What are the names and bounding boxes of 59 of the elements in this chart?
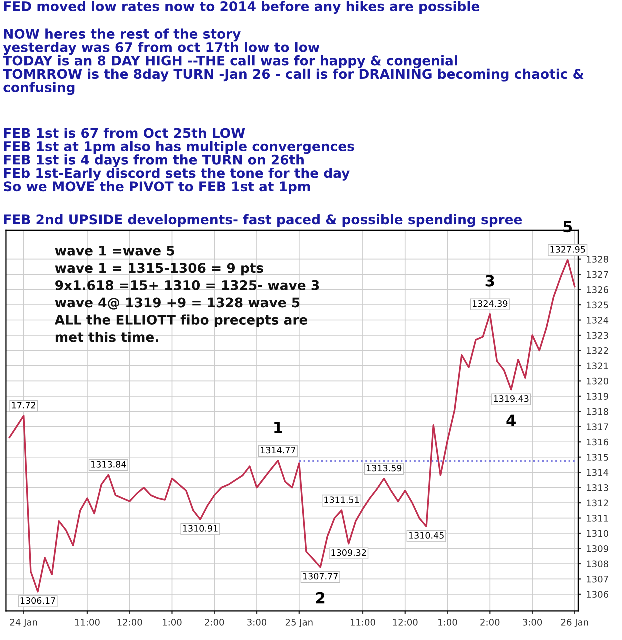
text: FEB 2nd UPSIDE developments- fast paced & possible spending spree <box>4 214 522 228</box>
y-tick-label: 1327 <box>587 271 608 278</box>
annotation: 1 <box>274 422 282 434</box>
x-tick-label: 11:00 <box>350 619 376 626</box>
annotation: 1313.84 <box>92 461 126 468</box>
y-tick-label: 1320 <box>587 378 608 385</box>
y-tick-label: 1326 <box>587 286 609 294</box>
x-tick-label: 24 Jan <box>10 619 38 628</box>
y-tick-label: 1317 <box>587 424 608 430</box>
annotation: 1309.32 <box>332 550 366 556</box>
annotation: 3 <box>486 275 494 287</box>
y-tick-label: 1314 <box>587 469 609 476</box>
y-tick-label: 1323 <box>587 332 608 340</box>
annotation: 1311.51 <box>324 496 360 504</box>
y-tick-label: 1311 <box>587 515 608 522</box>
y-tick-label: 1322 <box>587 347 608 354</box>
y-tick-label: 1325 <box>587 302 608 309</box>
x-tick-label: 2:00 <box>205 619 224 626</box>
chart-title: FED moved low rates now to 2014 before any hikes are possible <box>4 1 480 14</box>
y-tick-label: 1321 <box>587 362 608 370</box>
x-tick-label: 12:00 <box>118 619 142 626</box>
annotation: 1313.59 <box>367 465 402 472</box>
y-tick-label: 1315 <box>587 454 608 461</box>
y-tick-label: 1328 <box>587 256 608 263</box>
y-tick-label: 1310 <box>587 530 608 538</box>
y-tick-label: 1306 <box>587 591 609 598</box>
x-tick-label: 3:00 <box>248 619 267 626</box>
annotation: 2 <box>316 592 325 604</box>
y-tick-label: 1316 <box>587 438 609 446</box>
line-series <box>8 259 576 593</box>
y-tick-label: 1312 <box>587 500 608 507</box>
y-tick-label: 1309 <box>587 545 608 552</box>
annotation: 1306.17 <box>20 598 56 604</box>
x-tick-label: 1:00 <box>163 619 182 626</box>
annotation: wave 1 =wave 5 wave 1 = 1315-1306 = 9 pts 9x1.618 =15+ 1310 = 1325- wave 3 wave 4@ 1319 +9 = 1328 wave 5 ALL the ELLIOTT fibo precepts are met this time. <box>54 246 320 342</box>
y-tick-label: 1319 <box>587 393 608 400</box>
y-tick-label: 1307 <box>587 576 608 583</box>
text: NOW heres the rest of the story yesterday was 67 from oct 17th low to low TODAY is an 8 DAY HIGH --THE call was for happy & congenial TOMRROW is the 8day TURN -Jan 26 - call is for DRAINING becoming chaotic & confusing <box>3 28 584 96</box>
annotation: 1310.45 <box>409 532 444 539</box>
x-tick-label: 3:00 <box>523 619 542 626</box>
x-tick-label: 2:00 <box>480 619 500 626</box>
x-tick-label: 26 Jan <box>561 619 588 628</box>
y-tick-label: 1318 <box>587 408 608 416</box>
annotation: 4 <box>506 414 516 426</box>
y-tick-label: 1324 <box>587 317 609 324</box>
annotation: 1314.77 <box>261 447 296 454</box>
annotation: 1319.43 <box>494 396 529 402</box>
y-tick-label: 1308 <box>587 560 608 568</box>
annotation: 1307.77 <box>303 573 338 580</box>
annotation: 1327.95 <box>550 246 586 253</box>
y-tick-label: 1313 <box>587 484 608 492</box>
x-tick-label: 11:00 <box>75 619 100 626</box>
x-tick-label: 12:00 <box>393 619 418 626</box>
x-tick-label: 25 Jan <box>286 619 313 628</box>
text: FEB 1st is 67 from Oct 25th LOW FEB 1st at 1pm also has multiple convergences FEB 1st is 4 days from the TURN on 26th FEb 1st-Early discord sets the tone for the day So we MOVE the PIVOT to FEB 1st at 1pm <box>4 128 354 194</box>
annotation: 1324.39 <box>473 300 508 308</box>
annotation: 17.72 <box>12 402 36 409</box>
annotation: 1310.91 <box>183 525 218 532</box>
x-tick-label: 1:00 <box>438 619 458 626</box>
